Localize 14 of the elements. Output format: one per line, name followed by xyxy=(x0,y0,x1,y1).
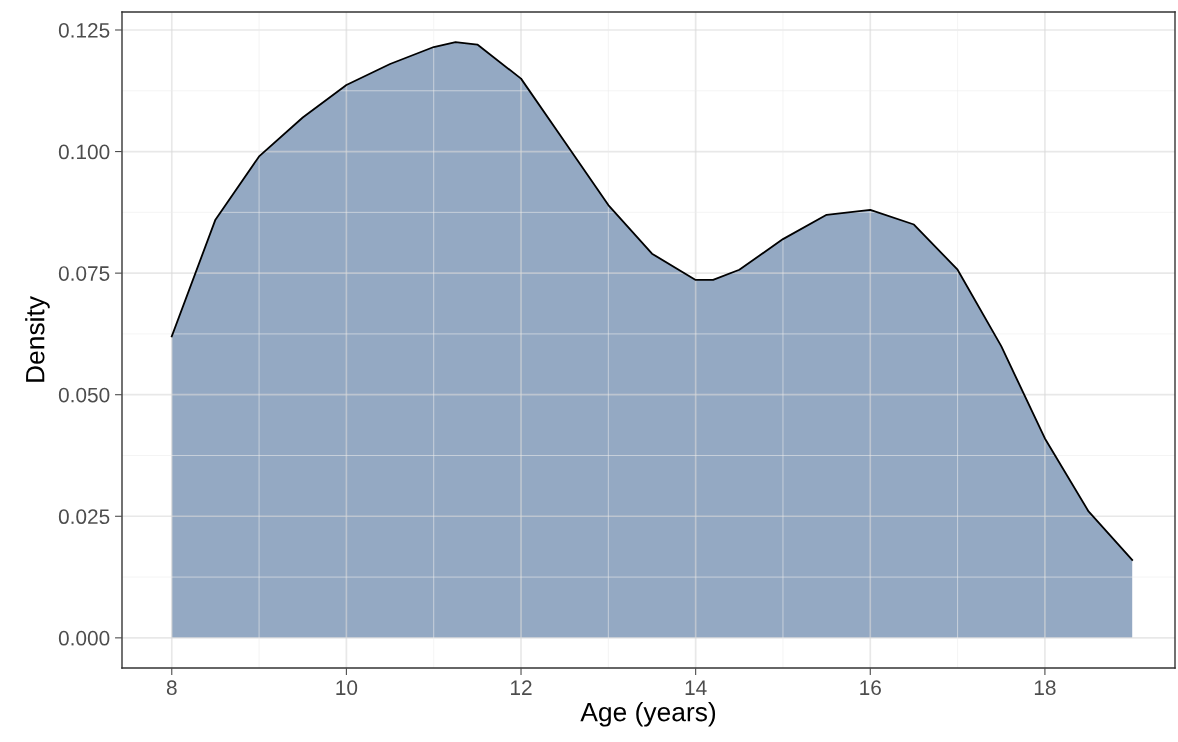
x-tick-label: 8 xyxy=(166,680,177,696)
y-tick-label: 0.100 xyxy=(58,144,110,160)
y-axis-title: Density xyxy=(25,296,50,382)
y-tick-label: 0.050 xyxy=(58,387,110,403)
x-tick-label: 12 xyxy=(511,680,532,695)
y-tick-label: 0.000 xyxy=(58,630,110,646)
y-tick-label: 0.075 xyxy=(58,266,110,281)
x-tick-label: 16 xyxy=(860,680,881,696)
x-axis-title: Age (years) xyxy=(580,702,716,727)
y-tick-label: 0.125 xyxy=(58,22,110,38)
x-tick-label: 18 xyxy=(1034,680,1056,696)
x-tick-label: 10 xyxy=(336,680,358,696)
y-tick-label: 0.025 xyxy=(58,509,110,525)
x-tick-label: 14 xyxy=(685,680,707,695)
